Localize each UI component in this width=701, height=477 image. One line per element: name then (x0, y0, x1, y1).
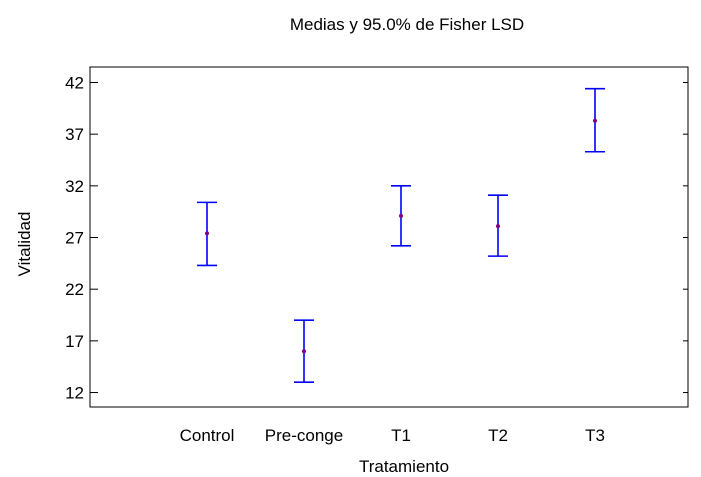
x-axis-label: Tratamiento (359, 457, 449, 476)
x-tick-label: Pre-conge (265, 426, 343, 445)
x-tick-label: T3 (585, 426, 605, 445)
mean-point (205, 231, 209, 236)
mean-point (593, 118, 597, 123)
chart-title: Medias y 95.0% de Fisher LSD (290, 15, 524, 34)
y-tick-label: 32 (65, 177, 84, 196)
y-tick-label: 12 (65, 384, 84, 403)
x-tick-label: T1 (391, 426, 411, 445)
y-tick-label: 42 (65, 74, 84, 93)
y-tick-label: 27 (65, 229, 84, 248)
y-tick-label: 22 (65, 280, 84, 299)
x-tick-label: Control (180, 426, 235, 445)
error-bar-t2 (488, 194, 508, 257)
error-bar-t3 (585, 87, 605, 153)
error-bar-t1 (391, 185, 411, 247)
y-tick-label: 17 (65, 332, 84, 351)
y-axis: 12 17 22 27 32 37 42 (65, 74, 688, 403)
mean-point (302, 349, 306, 354)
error-bars (197, 87, 605, 383)
y-tick-label: 37 (65, 125, 84, 144)
plot-frame (89, 66, 689, 408)
mean-point (496, 224, 500, 229)
x-tick-label: T2 (488, 426, 508, 445)
error-bar-pre-conge (294, 319, 314, 383)
error-bar-control (197, 201, 217, 267)
x-axis: Control Pre-conge T1 T2 T3 (180, 426, 605, 445)
mean-point (399, 213, 403, 218)
y-axis-label: Vitalidad (15, 212, 34, 277)
